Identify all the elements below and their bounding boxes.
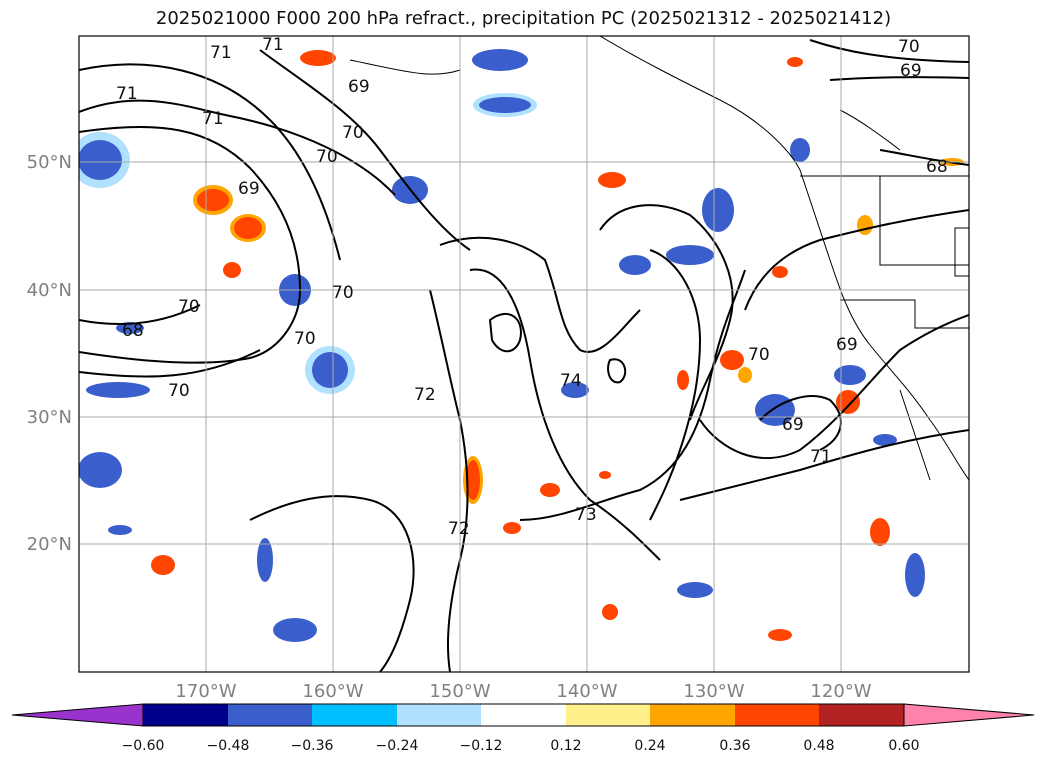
precip-blobs: [79, 49, 964, 642]
lon-label: 160°W: [302, 681, 363, 702]
gridlines: [79, 36, 969, 672]
contour-label: 70: [316, 147, 338, 167]
contour-label: 70: [294, 329, 316, 349]
colorbar-tick: −0.48: [207, 738, 250, 754]
lon-label: 130°W: [683, 681, 744, 702]
colorbar-swatch: [312, 704, 397, 726]
contour-label: 70: [748, 345, 770, 365]
lat-label: 40°N: [27, 280, 72, 301]
lon-label: 150°W: [429, 681, 490, 702]
negative-precip: [79, 49, 925, 642]
contour-label: 69: [238, 179, 260, 199]
colorbar-tick: 0.48: [803, 738, 834, 754]
lat-label: 20°N: [27, 534, 72, 555]
contour-label: 70: [898, 37, 920, 57]
contour-labels: 71 71 71 71 69 70 70 69 70 70 70 68 70 7…: [116, 35, 948, 539]
lat-label: 50°N: [27, 152, 72, 173]
colorbar-swatch: [735, 704, 819, 726]
coastlines: [349, 36, 969, 481]
colorbar-tick: −0.12: [460, 738, 503, 754]
colorbar-outline: [142, 703, 905, 727]
chart-title: 2025021000 F000 200 hPa refract., precip…: [155, 8, 892, 29]
longitude-labels: 170°W 160°W 150°W 140°W 130°W 120°W: [175, 681, 871, 702]
refractivity-contours: [79, 39, 969, 672]
colorbar-swatch: [143, 704, 228, 726]
contour-label: 70: [178, 297, 200, 317]
colorbar-extend-high: [903, 703, 1035, 727]
contour-label: 69: [348, 77, 370, 97]
lon-label: 170°W: [175, 681, 236, 702]
colorbar-tick: 0.36: [719, 738, 750, 754]
contour-label: 68: [926, 157, 948, 177]
colorbar-swatch: [650, 704, 735, 726]
colorbar-tick: −0.24: [376, 738, 419, 754]
colorbar-extend-low: [11, 703, 144, 727]
colorbar-tick: −0.60: [122, 738, 165, 754]
contour-label: 73: [575, 505, 597, 525]
colorbar-tick: 0.60: [888, 738, 919, 754]
lon-label: 120°W: [810, 681, 871, 702]
contour-label: 70: [168, 381, 190, 401]
map-frame: [78, 35, 970, 673]
colorbar-swatch: [397, 704, 481, 726]
contour-label: 72: [448, 519, 470, 539]
contour-label: 71: [810, 447, 832, 467]
colorbar-tick: 0.12: [550, 738, 581, 754]
colorbar-ticks: −0.60 −0.48 −0.36 −0.24 −0.12 0.12 0.24 …: [122, 738, 920, 754]
colorbar-swatch: [566, 704, 650, 726]
colorbar-tick: −0.36: [291, 738, 334, 754]
contour-label: 71: [262, 35, 284, 55]
map-area: [79, 36, 969, 672]
contour-label: 69: [900, 61, 922, 81]
colorbar-swatch: [481, 704, 566, 726]
contour-label: 69: [782, 415, 804, 435]
colorbar: −0.60 −0.48 −0.36 −0.24 −0.12 0.12 0.24 …: [11, 703, 1035, 754]
colorbar-swatch: [819, 704, 904, 726]
contour-label: 70: [332, 283, 354, 303]
contour-label: 68: [122, 321, 144, 341]
contour-label: 70: [342, 123, 364, 143]
contour-label: 72: [414, 385, 436, 405]
contour-label: 74: [560, 371, 582, 391]
contour-label: 71: [210, 43, 232, 63]
latitude-labels: 50°N 40°N 30°N 20°N: [27, 152, 72, 555]
contour-label: 71: [202, 109, 224, 129]
lon-label: 140°W: [556, 681, 617, 702]
contour-label: 71: [116, 84, 138, 104]
contour-label: 69: [836, 335, 858, 355]
colorbar-tick: 0.24: [634, 738, 665, 754]
colorbar-swatch: [228, 704, 312, 726]
lat-label: 30°N: [27, 407, 72, 428]
